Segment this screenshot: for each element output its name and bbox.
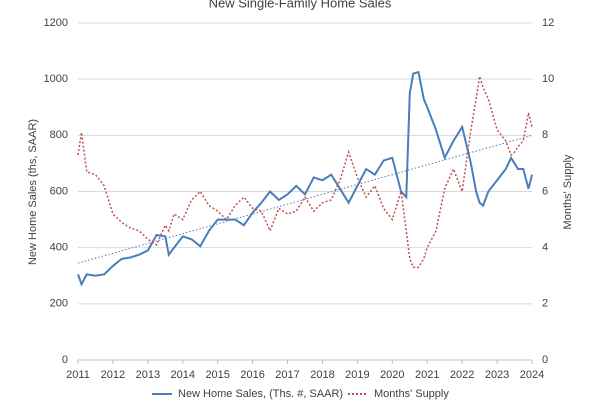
x-tick-label: 2019 [345, 369, 369, 381]
series-line [77, 76, 533, 269]
y-axis-label: New Home Sales (ths, SAAR) [27, 119, 39, 265]
chart-title: New Single-Family Home Sales [209, 0, 392, 10]
y-tick-label: 600 [50, 185, 68, 197]
y-tick-label: 400 [50, 242, 68, 254]
x-tick-label: 2018 [310, 369, 334, 381]
y-tick-label: 0 [62, 354, 68, 366]
y2-tick-label: 8 [542, 129, 548, 141]
x-tick-label: 2012 [101, 369, 125, 381]
y-tick-label: 800 [50, 129, 68, 141]
x-tick-label: 2014 [171, 369, 195, 381]
x-tick-label: 2024 [520, 369, 544, 381]
y2-tick-label: 10 [542, 73, 554, 85]
y-tick-label: 1000 [44, 73, 68, 85]
y2-tick-label: 12 [542, 17, 554, 29]
y2-tick-label: 0 [542, 354, 548, 366]
y-tick-label: 200 [50, 298, 68, 310]
x-tick-label: 2011 [66, 369, 90, 381]
y2-tick-label: 6 [542, 185, 548, 197]
y-tick-label: 1200 [44, 17, 68, 29]
trendline [77, 134, 533, 264]
x-tick-label: 2016 [240, 369, 264, 381]
y2-tick-label: 4 [542, 242, 548, 254]
y2-axis-label: Months' Supply [562, 154, 574, 229]
series-line [77, 70, 533, 287]
x-tick-label: 2017 [275, 369, 299, 381]
x-tick-label: 2020 [380, 369, 404, 381]
x-tick-label: 2021 [415, 369, 439, 381]
legend-label: New Home Sales, (Ths. #, SAAR) [178, 388, 343, 400]
x-tick-label: 2015 [205, 369, 229, 381]
x-tick-label: 2013 [136, 369, 160, 381]
x-tick-label: 2022 [450, 369, 474, 381]
x-tick-label: 2023 [485, 369, 509, 381]
y2-tick-label: 2 [542, 298, 548, 310]
legend-label: Months' Supply [374, 388, 449, 400]
